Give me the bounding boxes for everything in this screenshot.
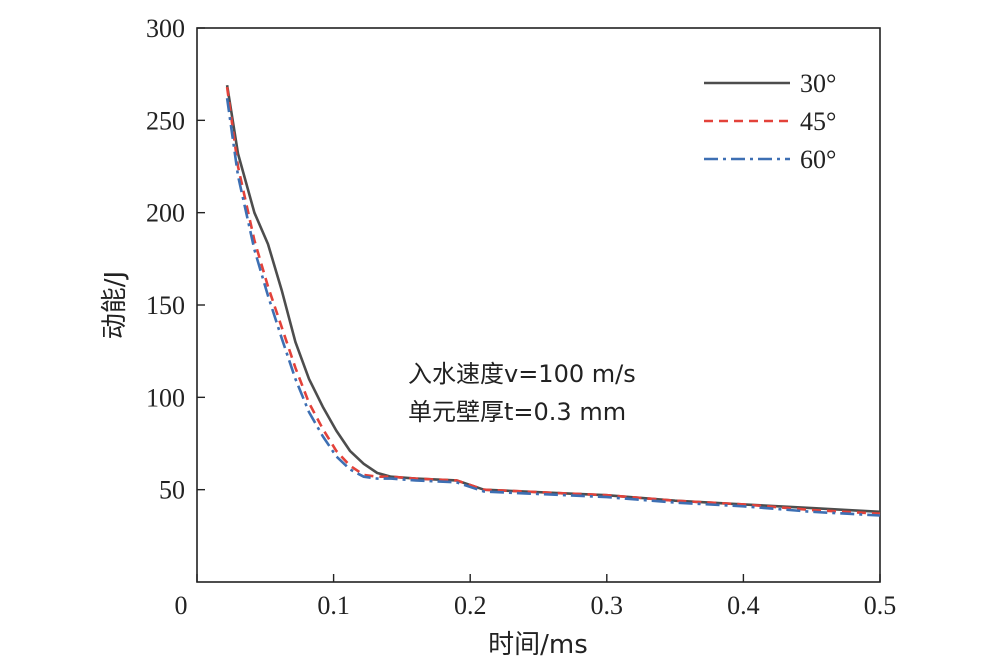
y-tick-label: 150	[146, 291, 185, 320]
legend: 30° 45° 60°	[704, 69, 836, 174]
legend-label: 45°	[800, 107, 836, 136]
y-tick-label: 200	[146, 199, 185, 228]
x-tick-label: 0.5	[864, 591, 897, 620]
y-tick-label: 50	[159, 476, 185, 505]
plot-frame	[196, 27, 881, 583]
series-lines	[225, 84, 881, 517]
annotation-thickness: 单元壁厚t=0.3 mm	[408, 398, 626, 426]
annotation-speed: 入水速度v=100 m/s	[408, 360, 636, 388]
axis-ticks: 50 100 150 200 250 300 0 0.1 0.2 0.3 0.4 0.5	[146, 14, 896, 620]
y-tick-label: 250	[146, 106, 185, 135]
y-axis-label: 动能/J	[100, 271, 130, 339]
x-tick-label: 0	[175, 591, 188, 620]
y-tick-label: 100	[146, 383, 185, 412]
x-axis-label: 时间/ms	[488, 630, 588, 660]
x-tick-label: 0.1	[317, 591, 350, 620]
x-tick-label: 0.4	[727, 591, 760, 620]
x-tick-label: 0.2	[454, 591, 487, 620]
legend-label: 60°	[800, 145, 836, 174]
y-tick-label: 300	[146, 14, 185, 43]
series-line-1	[225, 84, 881, 514]
legend-label: 30°	[800, 69, 836, 98]
x-tick-label: 0.3	[591, 591, 624, 620]
series-line-3	[225, 98, 881, 517]
series-line-2	[225, 86, 881, 515]
